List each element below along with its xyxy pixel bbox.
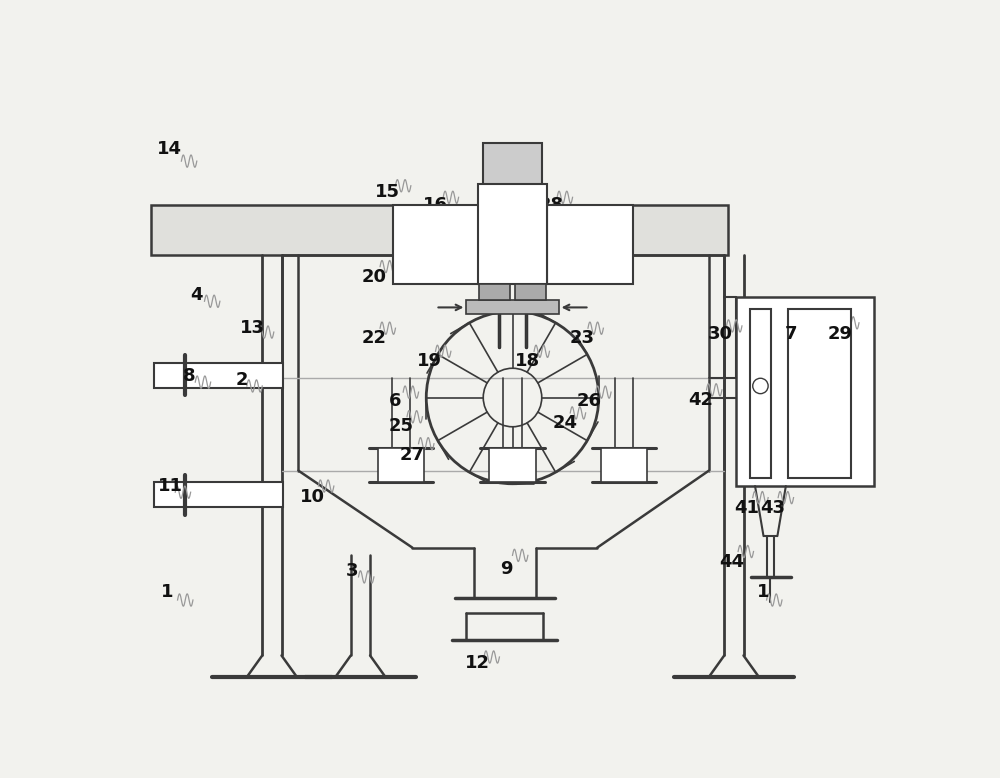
Text: 1: 1 (161, 584, 174, 601)
Text: 24: 24 (552, 414, 577, 432)
Text: 44: 44 (719, 552, 744, 570)
Bar (489, 447, 536, 482)
Text: 3: 3 (346, 562, 359, 580)
Bar (483, 143, 542, 205)
Text: 18: 18 (515, 352, 540, 370)
Text: 17: 17 (462, 206, 486, 224)
Text: 42: 42 (689, 391, 714, 408)
Text: 27: 27 (400, 447, 425, 464)
Text: 8: 8 (183, 367, 195, 385)
Bar (154, 482, 283, 506)
Bar (478, 184, 547, 284)
Text: 19: 19 (417, 352, 442, 370)
Text: 20: 20 (361, 268, 386, 286)
Bar (479, 283, 510, 300)
Text: 6: 6 (389, 392, 402, 410)
Bar (736, 297, 874, 486)
Bar (515, 283, 546, 300)
Bar (151, 205, 728, 255)
Text: 1: 1 (757, 584, 769, 601)
Text: 7: 7 (785, 324, 797, 342)
Text: 5: 5 (591, 252, 603, 270)
Circle shape (753, 378, 768, 394)
Text: 23: 23 (569, 329, 594, 347)
Text: 11: 11 (158, 477, 183, 495)
Text: 25: 25 (388, 417, 413, 435)
Text: 28: 28 (538, 196, 564, 214)
Text: 9: 9 (500, 560, 513, 578)
Text: 15: 15 (375, 183, 400, 201)
Bar (393, 205, 479, 284)
Text: 30: 30 (708, 324, 733, 342)
Text: 41: 41 (734, 499, 759, 517)
Text: 43: 43 (760, 499, 785, 517)
Text: 21: 21 (546, 268, 571, 286)
Text: 4: 4 (191, 286, 203, 304)
Bar (378, 447, 424, 482)
Text: 10: 10 (300, 488, 325, 506)
Bar (547, 205, 633, 284)
Text: 2: 2 (235, 371, 248, 389)
Text: 16: 16 (423, 196, 448, 214)
Text: 14: 14 (157, 140, 182, 158)
Text: 13: 13 (240, 319, 265, 337)
Text: 29: 29 (827, 324, 852, 342)
Bar (601, 447, 647, 482)
Text: 26: 26 (577, 392, 602, 410)
Bar (750, 309, 771, 478)
Bar (466, 300, 559, 314)
Bar (788, 309, 851, 478)
Text: 12: 12 (465, 654, 490, 672)
Bar (154, 363, 283, 387)
Text: 22: 22 (361, 329, 386, 347)
